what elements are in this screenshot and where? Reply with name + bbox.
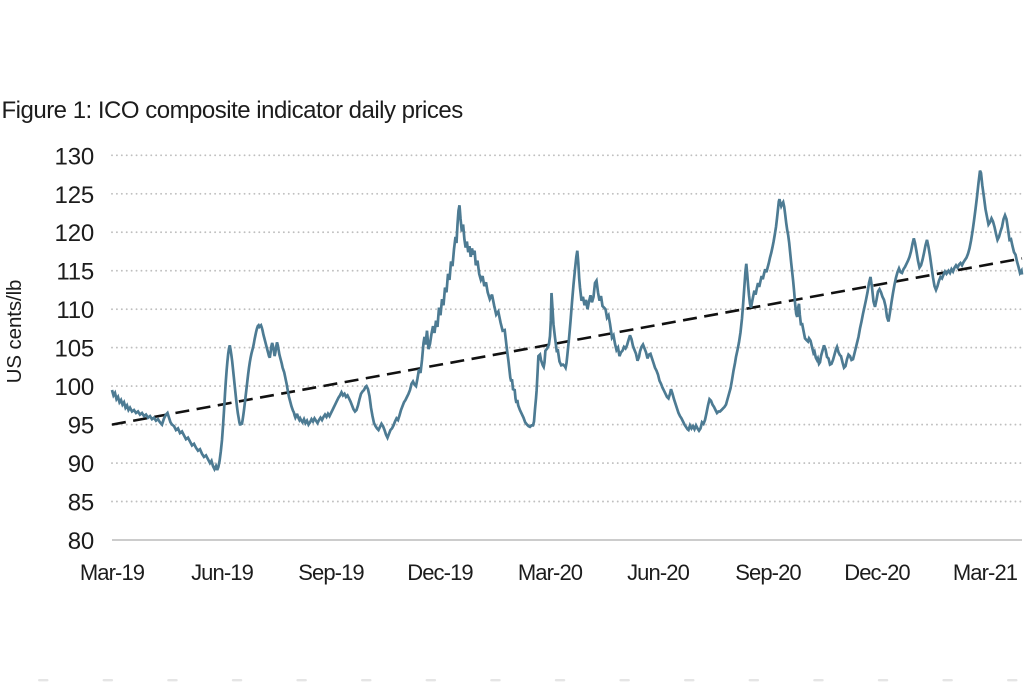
svg-text:85: 85 [68,490,94,517]
svg-text:Jun-19: Jun-19 [191,560,254,585]
svg-text:Dec-20: Dec-20 [844,560,910,585]
svg-text:Dec-19: Dec-19 [407,560,473,585]
svg-text:Jun-20: Jun-20 [627,560,690,585]
svg-text:100: 100 [55,374,94,401]
svg-text:Sep-20: Sep-20 [735,560,801,585]
svg-text:Figure 1: ICO composite indica: Figure 1: ICO composite indicator daily … [2,97,464,124]
svg-text:115: 115 [56,259,94,286]
svg-text:Mar-19: Mar-19 [80,560,145,585]
svg-text:Sep-19: Sep-19 [298,560,364,585]
svg-text:80: 80 [68,528,94,555]
svg-text:Mar-21: Mar-21 [953,560,1018,585]
svg-text:95: 95 [68,413,94,440]
svg-text:125: 125 [55,182,94,209]
svg-text:US cents/lb: US cents/lb [3,280,26,384]
svg-text:105: 105 [55,336,94,363]
svg-text:130: 130 [55,143,94,170]
svg-text:110: 110 [56,297,94,324]
svg-text:90: 90 [68,451,94,478]
svg-text:120: 120 [55,220,94,247]
svg-text:Mar-20: Mar-20 [518,560,583,585]
